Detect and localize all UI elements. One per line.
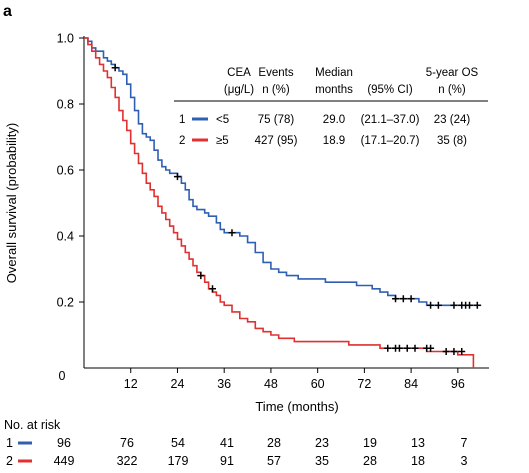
- x-tick-label: 60: [311, 377, 325, 391]
- risk-row-index: 1: [6, 436, 13, 450]
- legend-header-sub: n (%): [438, 84, 466, 96]
- legend-header: Events: [258, 67, 293, 79]
- legend-group: ≥5: [216, 135, 229, 147]
- risk-count: 19: [363, 436, 377, 450]
- survival-curves: [84, 37, 482, 368]
- y-tick-label: 0.6: [57, 164, 74, 178]
- legend-header-sub: (μg/L): [224, 84, 254, 96]
- censor-mark-2: [384, 344, 392, 352]
- legend-header-sub: n (%): [262, 84, 290, 96]
- x-tick-label: 48: [264, 377, 278, 391]
- series-line-1: [84, 37, 482, 307]
- censor-mark-2: [442, 348, 450, 355]
- legend-ci: (17.1–20.7): [361, 135, 420, 147]
- censor-mark-2: [458, 348, 466, 355]
- legend-table: CEA (μg/L) Events n (%) Median months (95% CI)…: [174, 67, 488, 147]
- legend-index: 1: [179, 114, 185, 126]
- censor-mark-2: [209, 285, 217, 293]
- risk-count: 179: [168, 454, 189, 468]
- risk-count: 41: [220, 436, 234, 450]
- x-axis-title: Time (months): [255, 399, 338, 414]
- risk-count: 23: [315, 436, 329, 450]
- risk-table-title: No. at risk: [4, 418, 61, 432]
- y-tick-label: 0.8: [57, 98, 74, 112]
- risk-count: 28: [363, 454, 377, 468]
- censor-mark-1: [111, 64, 119, 72]
- legend-header-sub: (95% CI): [367, 84, 413, 96]
- censor-mark-1: [466, 301, 474, 309]
- censor-mark-1: [173, 173, 181, 181]
- legend-median: 18.9: [323, 135, 345, 147]
- risk-count: 54: [171, 436, 185, 450]
- x-tick-label: 12: [124, 377, 138, 391]
- risk-count: 35: [315, 454, 329, 468]
- censor-mark-1: [434, 301, 442, 309]
- censor-mark-1: [392, 295, 400, 303]
- y-tick-label: 0.2: [57, 296, 74, 310]
- censor-mark-1: [228, 229, 236, 237]
- risk-count: 7: [461, 436, 468, 450]
- risk-count: 91: [220, 454, 234, 468]
- x-tick-label: 96: [451, 377, 465, 391]
- risk-count: 57: [267, 454, 281, 468]
- censor-mark-2: [427, 344, 435, 352]
- legend-header-sub: months: [315, 84, 353, 96]
- censor-mark-1: [450, 301, 458, 309]
- series-line-2: [84, 37, 475, 368]
- y-axis-title: Overall survival (probability): [4, 123, 19, 283]
- x-tick-label: 36: [217, 377, 231, 391]
- legend-ci: (21.1–37.0): [361, 114, 420, 126]
- legend-header: 5-year OS: [426, 67, 479, 79]
- risk-count: 28: [267, 436, 281, 450]
- legend-group: <5: [216, 114, 229, 126]
- censor-mark-2: [395, 344, 403, 352]
- censor-mark-2: [403, 344, 411, 352]
- censor-mark-1: [427, 301, 435, 309]
- censor-mark-1: [407, 295, 415, 303]
- risk-count: 18: [411, 454, 425, 468]
- x-origin-label: 0: [59, 369, 66, 383]
- risk-count: 96: [57, 436, 71, 450]
- censor-mark-2: [197, 272, 205, 280]
- risk-count: 76: [120, 436, 134, 450]
- x-tick-label: 24: [171, 377, 185, 391]
- legend-header: Median: [315, 67, 353, 79]
- risk-table: No. at risk 1 96 76 54 41 28 23 19 13 7 2 449 322 179 9…: [4, 418, 468, 468]
- x-tick-label: 72: [357, 377, 371, 391]
- risk-count: 449: [54, 454, 75, 468]
- y-tick-label: 0.4: [57, 230, 74, 244]
- risk-count: 322: [117, 454, 138, 468]
- censor-mark-2: [411, 344, 419, 352]
- censor-mark-2: [450, 348, 458, 355]
- legend-median: 29.0: [323, 114, 345, 126]
- legend-events: 75 (78): [258, 114, 295, 126]
- risk-count: 3: [461, 454, 468, 468]
- risk-count: 13: [411, 436, 425, 450]
- y-tick-label: 1.0: [57, 32, 74, 46]
- legend-index: 2: [179, 135, 185, 147]
- legend-os5: 23 (24): [434, 114, 471, 126]
- x-tick-label: 84: [404, 377, 418, 391]
- legend-os5: 35 (8): [437, 135, 467, 147]
- legend-header: CEA: [227, 67, 251, 79]
- risk-row-index: 2: [6, 454, 13, 468]
- panel-label: a: [3, 3, 12, 20]
- censor-mark-1: [473, 301, 481, 309]
- censor-mark-1: [399, 295, 407, 303]
- legend-events: 427 (95): [255, 135, 298, 147]
